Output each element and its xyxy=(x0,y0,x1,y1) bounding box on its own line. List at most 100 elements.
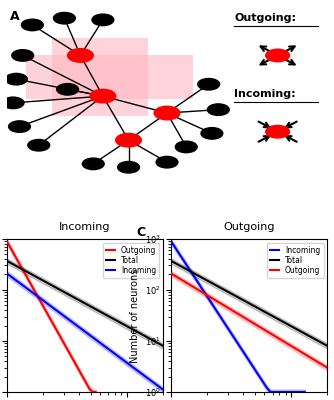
Incoming xyxy=(272,390,276,394)
Circle shape xyxy=(12,50,34,61)
Total xyxy=(103,312,107,316)
Incoming xyxy=(227,328,231,333)
Incoming xyxy=(44,300,48,305)
Outgoing xyxy=(44,310,48,315)
Text: Incoming:: Incoming: xyxy=(234,89,296,99)
Total xyxy=(58,287,62,292)
Incoming xyxy=(200,286,204,291)
Outgoing xyxy=(222,303,226,308)
Circle shape xyxy=(175,141,197,153)
Incoming xyxy=(282,390,286,394)
Outgoing xyxy=(41,304,45,309)
Outgoing xyxy=(11,250,15,254)
Circle shape xyxy=(201,128,223,139)
Incoming xyxy=(303,390,307,394)
Incoming xyxy=(269,390,273,394)
Incoming xyxy=(207,296,211,301)
Outgoing xyxy=(91,390,95,394)
Incoming xyxy=(50,304,54,309)
Outgoing xyxy=(195,287,199,292)
Incoming xyxy=(213,307,217,312)
Outgoing xyxy=(94,390,98,394)
Incoming xyxy=(210,302,214,306)
Incoming xyxy=(31,291,35,296)
Incoming xyxy=(241,349,245,354)
Total xyxy=(169,258,173,263)
Circle shape xyxy=(9,121,30,132)
Incoming xyxy=(248,360,252,364)
Circle shape xyxy=(154,106,180,120)
Incoming xyxy=(193,276,197,280)
Incoming xyxy=(189,270,193,275)
Incoming xyxy=(262,380,266,385)
Outgoing xyxy=(81,376,86,380)
Incoming xyxy=(103,344,107,349)
Total xyxy=(161,344,165,348)
Incoming xyxy=(183,260,187,264)
Incoming xyxy=(244,354,248,359)
Incoming xyxy=(186,265,190,270)
Incoming xyxy=(299,390,303,394)
Outgoing xyxy=(14,255,18,260)
Outgoing xyxy=(5,239,9,244)
Total xyxy=(219,286,223,290)
Incoming xyxy=(196,281,200,286)
Total xyxy=(325,344,329,348)
Incoming xyxy=(179,254,183,259)
Circle shape xyxy=(90,89,116,103)
Line: Incoming: Incoming xyxy=(7,273,163,390)
Incoming xyxy=(255,370,259,375)
Bar xyxy=(51,38,148,116)
Incoming xyxy=(161,387,165,392)
Outgoing xyxy=(60,337,64,342)
Circle shape xyxy=(156,156,178,168)
Bar xyxy=(26,56,193,100)
Circle shape xyxy=(266,49,290,62)
Total xyxy=(209,280,213,285)
Circle shape xyxy=(53,12,75,24)
Legend: Outgoing, Total, Incoming: Outgoing, Total, Incoming xyxy=(103,242,159,278)
Incoming xyxy=(237,344,241,348)
Incoming xyxy=(5,271,9,276)
Circle shape xyxy=(207,104,229,116)
Incoming xyxy=(169,239,173,244)
Circle shape xyxy=(5,73,27,85)
Incoming xyxy=(58,310,62,315)
Total xyxy=(222,287,226,292)
Circle shape xyxy=(82,158,104,170)
Text: C: C xyxy=(137,226,146,240)
Circle shape xyxy=(67,49,93,62)
Incoming xyxy=(224,323,228,328)
Incoming xyxy=(176,249,180,254)
Line: Outgoing: Outgoing xyxy=(7,241,96,392)
Outgoing xyxy=(209,295,213,300)
Incoming xyxy=(220,318,224,322)
Outgoing xyxy=(78,370,82,375)
Outgoing xyxy=(26,277,30,282)
Incoming xyxy=(286,390,290,394)
Total xyxy=(5,258,9,263)
Outgoing xyxy=(38,299,42,304)
Incoming xyxy=(265,386,269,390)
Incoming xyxy=(251,365,255,370)
Outgoing xyxy=(325,365,329,370)
Outgoing xyxy=(214,298,218,303)
Incoming xyxy=(293,390,297,394)
Incoming xyxy=(289,390,293,394)
Outgoing xyxy=(88,386,92,391)
Line: Incoming: Incoming xyxy=(171,241,305,392)
Outgoing xyxy=(219,301,223,306)
Outgoing xyxy=(267,330,271,335)
Total xyxy=(214,283,218,288)
Line: Total: Total xyxy=(7,261,163,346)
Outgoing xyxy=(8,244,12,249)
Outgoing xyxy=(51,321,55,326)
Total xyxy=(44,280,48,285)
Incoming xyxy=(258,375,262,380)
Line: Total: Total xyxy=(171,261,327,346)
Circle shape xyxy=(116,133,141,147)
Incoming xyxy=(217,312,221,317)
Outgoing xyxy=(57,332,61,336)
Outgoing xyxy=(23,272,27,276)
Incoming xyxy=(172,244,176,249)
